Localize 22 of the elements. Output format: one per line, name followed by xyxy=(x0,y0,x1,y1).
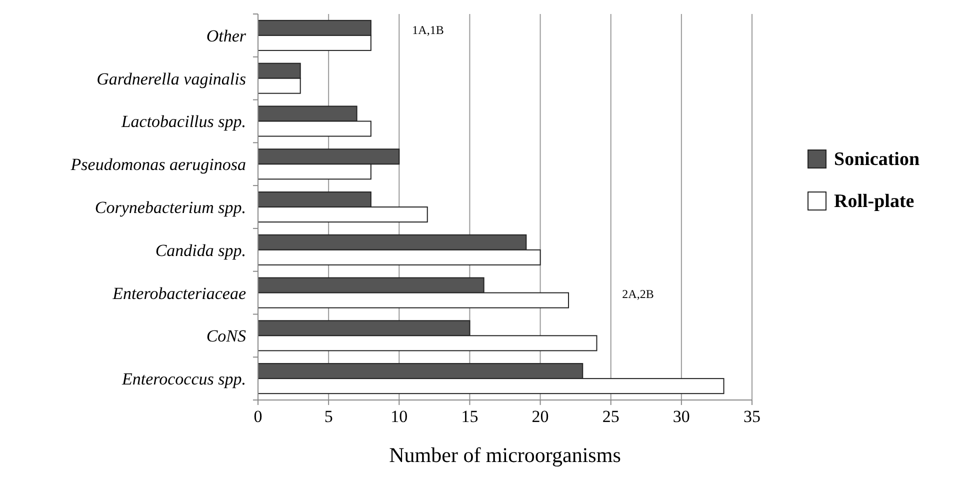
x-tick-label: 20 xyxy=(532,407,549,426)
y-tick-label: Enterococcus spp. xyxy=(120,370,246,389)
x-tick-label: 15 xyxy=(461,407,478,426)
x-tick-label: 30 xyxy=(672,407,690,426)
x-tick-label: 5 xyxy=(324,407,333,426)
y-tick-label: Candida spp. xyxy=(155,240,246,260)
y-tick-label: Other xyxy=(206,26,246,46)
x-axis-title: Number of microorganisms xyxy=(389,443,621,467)
y-tick-label: Enterobacteriaceae xyxy=(112,284,246,303)
x-tick-label: 0 xyxy=(254,407,262,426)
y-tick-label: Corynebacterium spp. xyxy=(94,198,246,217)
x-tick-label: 10 xyxy=(390,407,408,426)
y-tick-label: Lactobacillus spp. xyxy=(120,112,246,132)
x-tick-label: 25 xyxy=(602,407,620,426)
legend-label: Sonication xyxy=(834,149,920,170)
legend-label: Roll-plate xyxy=(834,191,914,212)
annotation: 1A,1B xyxy=(412,23,444,37)
y-tick-label: CoNS xyxy=(206,326,246,346)
y-tick-label: Gardnerella vaginalis xyxy=(96,69,246,88)
x-tick-label: 35 xyxy=(744,407,760,426)
annotation: 2A,2B xyxy=(622,287,654,301)
y-tick-label: Pseudomonas aeruginosa xyxy=(70,155,246,174)
